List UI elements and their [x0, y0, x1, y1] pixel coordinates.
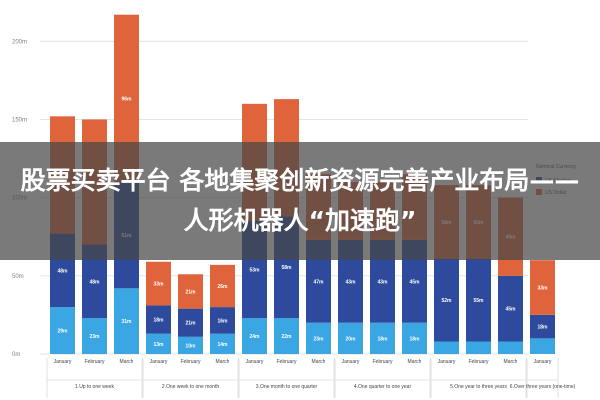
x-category-label: January: [534, 359, 552, 365]
x-category-label: March: [120, 359, 134, 365]
data-label: 47m: [313, 279, 324, 285]
x-category-label: March: [504, 359, 518, 365]
bar-segment: [466, 258, 491, 342]
bar-segment: [466, 341, 491, 354]
data-label: 23m: [313, 336, 324, 342]
bar-segment: [402, 322, 427, 354]
x-group-label: 3.One month to one quarter: [256, 384, 318, 390]
bar-segment: [530, 314, 555, 339]
x-category-label: January: [54, 359, 72, 365]
x-category-label: March: [312, 359, 326, 365]
data-label: 14m: [217, 342, 228, 348]
x-category-label: January: [438, 359, 456, 365]
x-category-label: March: [408, 359, 422, 365]
x-group-label: 2.One week to one month: [162, 384, 219, 390]
x-group-label: 6.Over three years (one-time): [510, 384, 576, 390]
data-label: 23m: [89, 334, 100, 340]
bar-segment: [210, 333, 235, 354]
bar-segment: [178, 336, 203, 354]
y-tick-label: 150m: [12, 117, 27, 123]
x-group-label: 4.One quarter to one year: [354, 384, 412, 390]
bar-segment: [210, 264, 235, 308]
data-label: 33m: [537, 286, 548, 292]
data-label: 13m: [153, 342, 164, 348]
data-label: 48m: [57, 268, 68, 274]
data-label: 48m: [89, 279, 100, 285]
data-label: 18m: [153, 318, 164, 324]
x-category-label: January: [150, 359, 168, 365]
bar-segment: [434, 341, 459, 354]
bar-segment: [146, 305, 171, 334]
x-category-label: February: [372, 359, 393, 365]
data-label: 18m: [409, 336, 420, 342]
data-label: 33m: [153, 282, 164, 288]
x-group-label: 1.Up to one week: [75, 384, 114, 390]
data-label: 55m: [473, 298, 484, 304]
bar-segment: [146, 261, 171, 306]
y-tick-label: 50m: [12, 274, 24, 280]
data-label: 45m: [505, 307, 516, 313]
data-label: 18m: [377, 336, 388, 342]
headline-line-2: 人形机器人“加速跑”: [183, 206, 417, 235]
x-category-label: February: [84, 359, 105, 365]
bar-segment: [530, 338, 555, 354]
data-label: 31m: [121, 319, 132, 325]
bar-segment: [306, 322, 331, 354]
data-label: 18m: [537, 325, 548, 331]
bar-segment: [242, 318, 267, 354]
data-label: 96m: [121, 96, 132, 102]
x-category-label: January: [246, 359, 264, 365]
data-label: 24m: [249, 334, 260, 340]
x-category-label: February: [468, 359, 489, 365]
data-label: 21m: [185, 289, 196, 295]
x-group-label: 5.One year to three years: [450, 384, 507, 390]
bar-segment: [82, 318, 107, 354]
bar-segment: [146, 333, 171, 354]
headline-banner: 股票买卖平台 各地集聚创新资源完善产业布局—— 人形机器人“加速跑”: [0, 142, 600, 260]
y-tick-label: 200m: [12, 39, 27, 45]
data-label: 45m: [409, 279, 420, 285]
bar-segment: [370, 322, 395, 354]
x-category-label: February: [276, 359, 297, 365]
bar-segment: [178, 274, 203, 309]
bar-segment: [498, 275, 523, 342]
headline-line-1: 股票买卖平台 各地集聚创新资源完善产业布局——: [20, 166, 580, 195]
data-label: 21m: [185, 321, 196, 327]
data-label: 29m: [57, 329, 68, 335]
data-label: 52m: [441, 298, 452, 304]
data-label: 26m: [217, 284, 228, 290]
bar-segment: [210, 307, 235, 334]
data-label: 53m: [249, 268, 260, 274]
data-label: 16m: [217, 318, 228, 324]
bar-segment: [498, 341, 523, 354]
bar-segment: [114, 288, 139, 354]
data-label: 43m: [377, 279, 388, 285]
data-label: 58m: [281, 265, 292, 271]
data-label: 10m: [185, 343, 196, 349]
data-label: 43m: [345, 279, 356, 285]
x-category-label: February: [180, 359, 201, 365]
bar-segment: [274, 318, 299, 354]
y-tick-label: 0m: [12, 352, 20, 358]
data-label: 22m: [281, 334, 292, 340]
bar-segment: [338, 322, 363, 354]
bar-segment: [178, 308, 203, 337]
data-label: 20m: [345, 336, 356, 342]
bar-segment: [50, 307, 75, 354]
bar-segment: [530, 260, 555, 315]
x-category-label: March: [216, 359, 230, 365]
bar-segment: [434, 258, 459, 342]
x-category-label: January: [342, 359, 360, 365]
